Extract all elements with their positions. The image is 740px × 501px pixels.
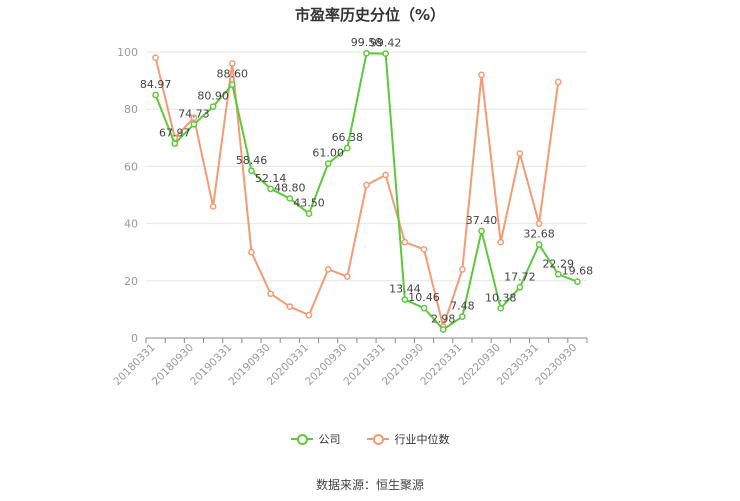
data-point-industry-median (267, 290, 274, 298)
chart-title: 市盈率历史分位（%） (294, 6, 446, 24)
data-point-company (574, 278, 581, 286)
source-note: 数据来源：恒生聚源 (315, 478, 424, 492)
y-tick-label-60: 60 (124, 160, 138, 173)
data-point-company (190, 120, 198, 128)
data-point-industry-median (478, 71, 485, 79)
data-label-company: 80.90 (197, 90, 229, 103)
data-point-industry-median (152, 54, 159, 62)
data-label-company: 13.44 (389, 283, 421, 296)
y-tick-label-0: 0 (131, 332, 138, 345)
data-point-industry-median (363, 181, 370, 189)
data-label-company: 19.68 (562, 265, 594, 278)
data-point-industry-median (535, 220, 543, 227)
data-label-company: 22.29 (542, 257, 574, 270)
data-point-company (439, 326, 447, 333)
series-layer (152, 49, 581, 333)
grid-layer (146, 51, 587, 282)
data-label-company: 32.68 (523, 228, 555, 241)
data-point-company (248, 167, 255, 175)
data-point-industry-median (516, 150, 524, 157)
data-point-industry-median (228, 60, 236, 67)
legend-swatch-company (290, 433, 313, 445)
y-tick-label-80: 80 (124, 103, 138, 116)
data-label-company: 52.14 (255, 172, 287, 185)
legend: 公司 行业中位数 (0, 431, 740, 447)
data-point-company (459, 313, 466, 320)
data-point-industry-median (382, 171, 390, 179)
data-label-company: 37.40 (466, 214, 498, 227)
data-point-company (305, 210, 313, 217)
data-point-industry-median (190, 114, 198, 122)
series-line-industry-median (154, 57, 560, 328)
data-point-industry-median (554, 78, 562, 86)
data-label-company: 10.38 (485, 291, 517, 304)
data-label-company: 7.48 (450, 300, 475, 313)
data-label-company: 99.58 (351, 36, 383, 49)
data-point-company (171, 140, 179, 147)
data-point-company (401, 296, 409, 303)
y-tick-label-40: 40 (124, 218, 138, 231)
y-tick-label-20: 20 (124, 275, 138, 288)
legend-label-industry-median: 行业中位数 (394, 433, 450, 446)
data-point-industry-median (459, 266, 466, 273)
data-point-company (343, 144, 351, 152)
data-label-company: 48.80 (274, 181, 306, 194)
data-label-company: 84.97 (140, 78, 172, 91)
data-point-company (516, 283, 524, 291)
data-label-company: 61.00 (312, 147, 344, 160)
data-label-company: 43.50 (293, 197, 325, 210)
data-point-industry-median (420, 245, 428, 253)
data-point-company (286, 195, 294, 202)
data-point-industry-median (343, 273, 351, 280)
data-point-company (209, 103, 217, 110)
data-point-industry-median (324, 266, 332, 273)
axis-layer: 0204060801002018033120180930201903312019… (111, 46, 588, 388)
legend-swatch-industry-median (366, 433, 389, 445)
y-tick-label-100: 100 (117, 46, 138, 59)
legend-item-company[interactable]: 公司 (290, 431, 341, 447)
data-point-company (363, 49, 370, 57)
data-label-company: 10.46 (408, 291, 440, 304)
data-point-company (382, 50, 390, 58)
data-label-company: 66.38 (332, 131, 364, 144)
data-label-company: 99.42 (370, 37, 402, 50)
data-point-industry-median (248, 248, 255, 256)
data-point-company (228, 81, 236, 88)
data-point-company (152, 91, 159, 99)
data-label-company: 88.60 (217, 68, 249, 81)
data-point-company (497, 304, 505, 312)
data-point-industry-median (209, 203, 217, 210)
data-point-industry-median (401, 238, 409, 246)
data-point-company (267, 185, 274, 193)
data-point-company (478, 227, 485, 235)
data-point-industry-median (497, 238, 505, 246)
legend-item-industry-median[interactable]: 行业中位数 (366, 431, 450, 447)
legend-label-company: 公司 (318, 433, 341, 446)
data-label-company: 74.73 (178, 107, 210, 120)
x-tick-label-20230930: 20230930 (533, 342, 579, 388)
data-point-industry-median (305, 311, 313, 319)
data-label-company: 58.46 (236, 154, 268, 167)
data-point-company (554, 270, 562, 278)
data-label-layer: 84.97 67.97 74.73 80.90 88.60 58.46 52.1448.80… (140, 36, 593, 325)
data-point-company (535, 241, 543, 248)
data-label-company: 17.72 (504, 270, 536, 283)
data-label-company: 2.98 (431, 312, 456, 325)
data-point-company (420, 304, 428, 312)
data-label-company: 67.97 (159, 127, 191, 140)
data-point-industry-median (286, 303, 294, 310)
data-point-company (324, 160, 332, 167)
